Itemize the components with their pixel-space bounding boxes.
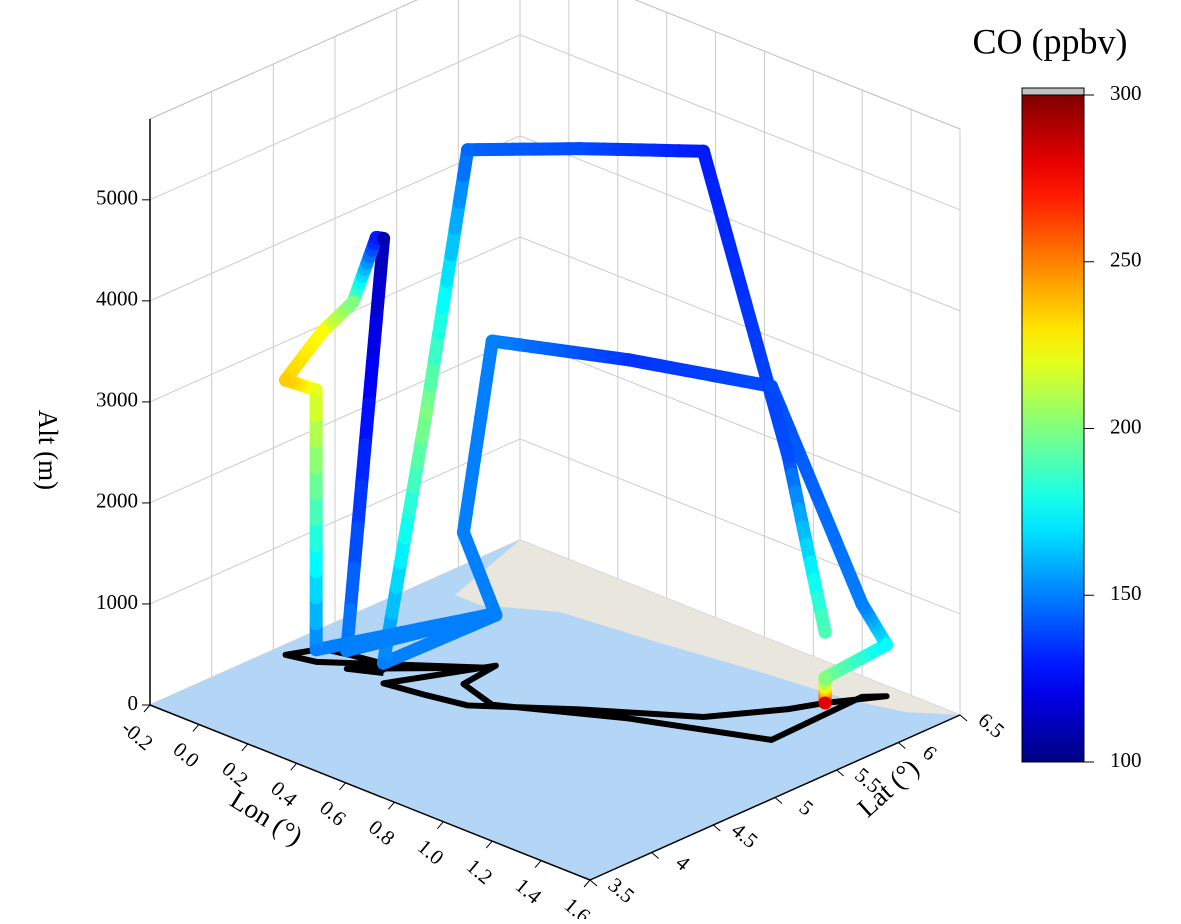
tick-mark: [584, 880, 590, 887]
tick-mark: [437, 822, 443, 829]
tick-mark: [713, 825, 720, 831]
tick-mark: [837, 770, 844, 776]
trajectory-point: [420, 406, 433, 419]
trajectory-point: [880, 638, 893, 651]
trajectory-point: [377, 657, 390, 670]
x-tick-label: 0.6: [315, 795, 351, 830]
x-tick-label: -0.2: [117, 715, 158, 755]
colorbar-tick-label: 100: [1110, 748, 1142, 772]
trajectory-point: [310, 384, 323, 397]
tick-mark: [242, 744, 248, 751]
trajectory-point: [819, 696, 832, 709]
colorbar-cap: [1022, 88, 1084, 95]
tick-mark: [291, 763, 297, 770]
z-tick-label: 2000: [96, 489, 138, 513]
y-tick-label: 6.5: [974, 708, 1010, 743]
trajectory-point: [573, 142, 586, 155]
tick-mark: [590, 880, 597, 886]
colorbar: 100 150 200 250 300: [1022, 81, 1142, 772]
trajectory-point: [486, 335, 499, 348]
tick-mark: [388, 802, 394, 809]
tick-mark: [486, 841, 492, 848]
colorbar-tick-label: 200: [1110, 414, 1142, 438]
trajectory-point: [316, 325, 329, 338]
trajectory-point: [340, 644, 353, 657]
tick-mark: [340, 783, 346, 790]
tick-mark: [960, 715, 967, 721]
y-tick-label: 4.5: [727, 818, 763, 853]
y-tick-label: 4: [671, 850, 695, 875]
trajectory-point: [622, 353, 635, 366]
trajectory-point: [856, 597, 869, 610]
z-tick-label: 5000: [96, 186, 138, 210]
trajectory-point: [819, 626, 832, 639]
z-tick-label: 3000: [96, 388, 138, 412]
x-tick-label: 0.8: [364, 815, 400, 850]
x-tick-label: 0.0: [169, 737, 205, 772]
tick-mark: [193, 724, 199, 731]
colorbar-title: CO (ppbv): [973, 21, 1128, 61]
x-tick-label: 0.2: [217, 757, 253, 792]
x-tick-label: 1.4: [511, 873, 547, 909]
colorbar-tick-label: 250: [1110, 248, 1142, 272]
trajectory-point: [279, 374, 292, 387]
trajectory-point: [765, 380, 778, 393]
trajectory-point: [347, 296, 360, 309]
tick-mark: [898, 743, 905, 749]
y-tick-label: 5: [795, 795, 818, 820]
colorbar-tick-label: 300: [1110, 81, 1142, 105]
z-tick-label: 1000: [96, 590, 138, 614]
x-tick-label: 1.6: [560, 893, 596, 919]
trajectory-point: [697, 145, 710, 158]
trajectory-point: [481, 609, 494, 622]
tick-mark: [144, 705, 150, 712]
trajectory-point: [461, 143, 474, 156]
z-tick-label: 0: [128, 691, 139, 715]
trajectory-point: [782, 450, 795, 463]
x-tick-label: 1.0: [413, 834, 449, 869]
y-tick-label: 6: [918, 740, 941, 765]
trajectory-point: [819, 671, 832, 684]
z-tick-label: 4000: [96, 287, 138, 311]
colorbar-tick-label: 150: [1110, 581, 1142, 605]
z-axis-title: Alt (m): [33, 410, 63, 490]
tick-mark: [535, 861, 541, 868]
y-tick-label: 3.5: [604, 873, 640, 908]
tick-mark: [652, 853, 659, 859]
tick-mark: [775, 798, 782, 804]
trajectory-point: [457, 526, 470, 539]
trajectory-point: [310, 643, 323, 656]
colorbar-gradient: [1022, 95, 1084, 762]
trajectory-point: [377, 232, 390, 245]
x-tick-label: 1.2: [462, 854, 498, 889]
